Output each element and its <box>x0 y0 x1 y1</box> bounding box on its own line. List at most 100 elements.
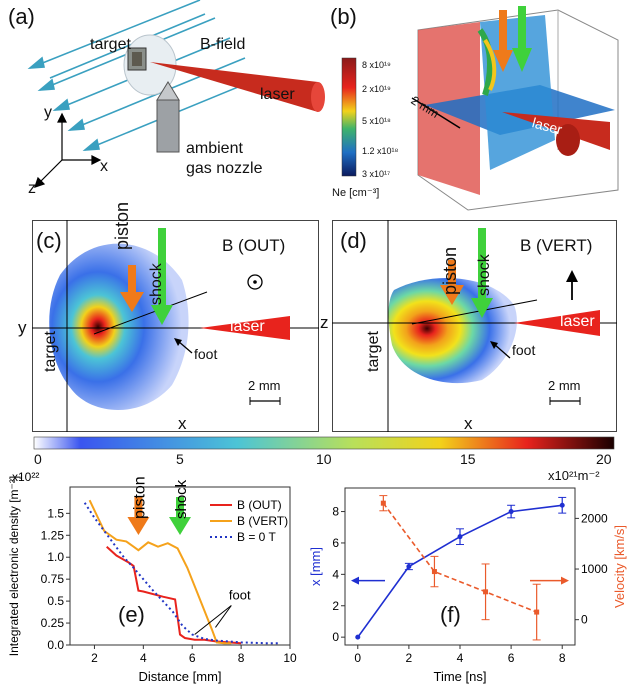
cb-h-tick-10: 10 <box>316 451 332 467</box>
f-xtick-label: 0 <box>354 651 361 665</box>
f-ytick-left-label: 4 <box>332 567 339 581</box>
f-point <box>483 589 489 595</box>
e-foot-pointer-2 <box>215 605 232 628</box>
f-ytick-left-label: 6 <box>332 536 339 550</box>
f-point <box>406 564 412 569</box>
e-piston-label: piston <box>131 476 148 519</box>
f-point <box>457 534 463 540</box>
e-xlabel: Distance [mm] <box>138 669 221 684</box>
axis-x-a: x <box>100 158 108 175</box>
zaxis-d: z <box>320 313 329 332</box>
axis-z-a: z <box>28 180 36 197</box>
f-xtick-label: 2 <box>406 651 413 665</box>
f-point <box>380 500 386 506</box>
foot-label-d: foot <box>512 342 536 358</box>
panel-b-3d-render <box>341 6 619 211</box>
e-foot-label: foot <box>229 587 251 602</box>
panel-c-label: (c) <box>36 228 62 253</box>
f-xtick-label: 8 <box>559 651 566 665</box>
e-yscale: x10²² <box>12 470 39 484</box>
e-xtick-label: 4 <box>140 651 147 665</box>
piston-label-d: piston <box>440 246 460 295</box>
f-point <box>508 509 514 515</box>
f-xlabel: Time [ns] <box>434 669 487 684</box>
panel-b-label: (b) <box>330 4 357 29</box>
f-left-axis-arrowhead <box>351 576 359 585</box>
f-ytick-right-label: 2000 <box>581 511 608 525</box>
e-ytick-label: 0.75 <box>41 572 65 586</box>
panel-e-label: (e) <box>118 602 145 627</box>
field-label-c: B (OUT) <box>222 236 286 255</box>
f-right-axis-arrowhead <box>561 576 569 585</box>
e-shock-label: shock <box>173 479 190 519</box>
scale-label-c: 2 mm <box>248 378 281 393</box>
f-point <box>355 634 361 640</box>
cb-tick-5: 3 x10¹⁷ <box>362 169 391 179</box>
panel-d-image <box>332 220 617 432</box>
xaxis-c: x <box>178 414 187 433</box>
f-point <box>559 502 565 508</box>
yaxis-c: y <box>18 318 27 337</box>
panel-c-image <box>32 220 319 432</box>
panel-f-label: (f) <box>440 602 461 627</box>
xaxis-d: x <box>464 414 473 433</box>
e-series-line-1 <box>88 499 232 645</box>
e-xtick-label: 2 <box>91 651 98 665</box>
axis-y-a: y <box>44 104 52 121</box>
f-xtick-label: 4 <box>457 651 464 665</box>
bfield-label: B-field <box>200 36 246 53</box>
e-ytick-label: 1.25 <box>41 528 65 542</box>
e-ylabel: Integrated electronic density [m⁻²] <box>7 476 21 656</box>
e-piston-arrow-head <box>127 517 150 535</box>
nozzle-label-1: ambient <box>186 140 243 157</box>
target-label-a: target <box>90 36 131 53</box>
f-ytick-right-label: 0 <box>581 613 588 627</box>
e-ytick-label: 0.25 <box>41 616 65 630</box>
e-shock-arrow-head <box>169 517 191 535</box>
foot-label-c: foot <box>194 346 218 362</box>
e-xtick-label: 6 <box>189 651 196 665</box>
cb-h-tick-5: 5 <box>176 451 184 467</box>
e-ytick-label: 0.5 <box>47 594 64 608</box>
piston-label-c: piston <box>112 201 132 250</box>
cb-tick-4: 1.2 x10¹⁸ <box>362 146 399 156</box>
f-ytick-left-label: 0 <box>332 630 339 644</box>
cb-tick-3: 5 x10¹⁸ <box>362 116 391 126</box>
panel-a-schematic <box>27 0 325 188</box>
e-piston-arrow-shaft <box>134 497 143 517</box>
cb-h-tick-0: 0 <box>34 451 42 467</box>
e-ytick-label: 0.0 <box>47 638 64 652</box>
e-xtick-label: 10 <box>283 651 297 665</box>
f-point <box>534 609 540 615</box>
f-ytick-left-label: 2 <box>332 599 339 613</box>
laser-label-a: laser <box>260 86 295 103</box>
e-ytick-label: 1.0 <box>47 550 64 564</box>
nozzle-label-2: gas nozzle <box>186 160 263 177</box>
f-ylabel-left: x [mm] <box>308 547 323 586</box>
shock-label-c: shock <box>148 263 165 305</box>
laser-label-d: laser <box>560 313 595 330</box>
e-ytick-label: 1.5 <box>47 506 64 520</box>
cb-h-unit: x10²¹m⁻² <box>548 468 600 483</box>
shock-label-d: shock <box>476 254 493 296</box>
f-ytick-left-label: 8 <box>332 505 339 519</box>
cb-h-tick-15: 15 <box>460 451 476 467</box>
e-legend-label-2: B = 0 T <box>237 530 276 544</box>
f-point <box>431 569 437 575</box>
f-series-line-1 <box>382 502 537 613</box>
panel-e-chart: 2 4 6 8 10 0.0 0.25 0.5 0.75 1.0 1.25 1.5 Distance [… <box>7 470 297 684</box>
field-label-d: B (VERT) <box>520 236 593 255</box>
cb-h-tick-20: 20 <box>596 451 612 467</box>
laser-label-c: laser <box>230 318 265 335</box>
cb-tick-1: 8 x10¹⁹ <box>362 60 391 70</box>
target-label-d: target <box>365 331 382 372</box>
panel-a-label: (a) <box>8 4 35 29</box>
e-series-line-0 <box>106 545 242 645</box>
e-series-line-2 <box>83 502 281 645</box>
e-foot-pointer-1 <box>194 605 232 635</box>
e-xtick-label: 8 <box>238 651 245 665</box>
shared-colorbar <box>33 436 615 450</box>
target-label-c: target <box>42 331 59 372</box>
f-ylabel-right: Velocity [km/s] <box>612 525 627 608</box>
panel-f-chart: 0 2 4 6 8 0 2 4 6 8 0 1000 2000 Time [ns] x [mm] Veloci… <box>308 487 627 684</box>
